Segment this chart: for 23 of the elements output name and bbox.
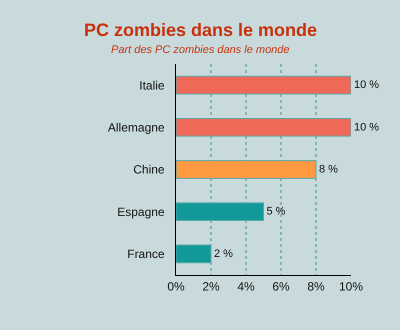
- x-tick-label: 0%: [167, 279, 185, 294]
- data-label: 8 %: [319, 164, 338, 176]
- y-tick-label: Allemagne: [108, 120, 165, 134]
- x-tick-label: 10%: [338, 279, 364, 294]
- data-label: 5 %: [266, 206, 286, 218]
- bar: [176, 160, 316, 179]
- y-tick-label: Chine: [133, 162, 165, 177]
- chart-title: PC zombies dans le monde: [84, 20, 318, 40]
- x-tick-label: 4%: [237, 279, 255, 294]
- bar: [176, 244, 212, 264]
- bar: [176, 202, 264, 222]
- chart-subtitle: Part des PC zombies dans le monde: [111, 44, 290, 56]
- y-tick-label: France: [127, 247, 165, 262]
- bar: [176, 118, 351, 137]
- bar: [176, 76, 351, 94]
- y-tick-label: Espagne: [117, 204, 165, 219]
- data-label: 2 %: [214, 248, 234, 260]
- data-label: 10 %: [354, 121, 380, 134]
- x-tick-label: 6%: [272, 279, 290, 294]
- y-tick-label: Italie: [139, 78, 165, 92]
- data-label: 10 %: [354, 79, 380, 92]
- x-tick-label: 2%: [202, 279, 220, 294]
- x-tick-label: 8%: [307, 279, 325, 294]
